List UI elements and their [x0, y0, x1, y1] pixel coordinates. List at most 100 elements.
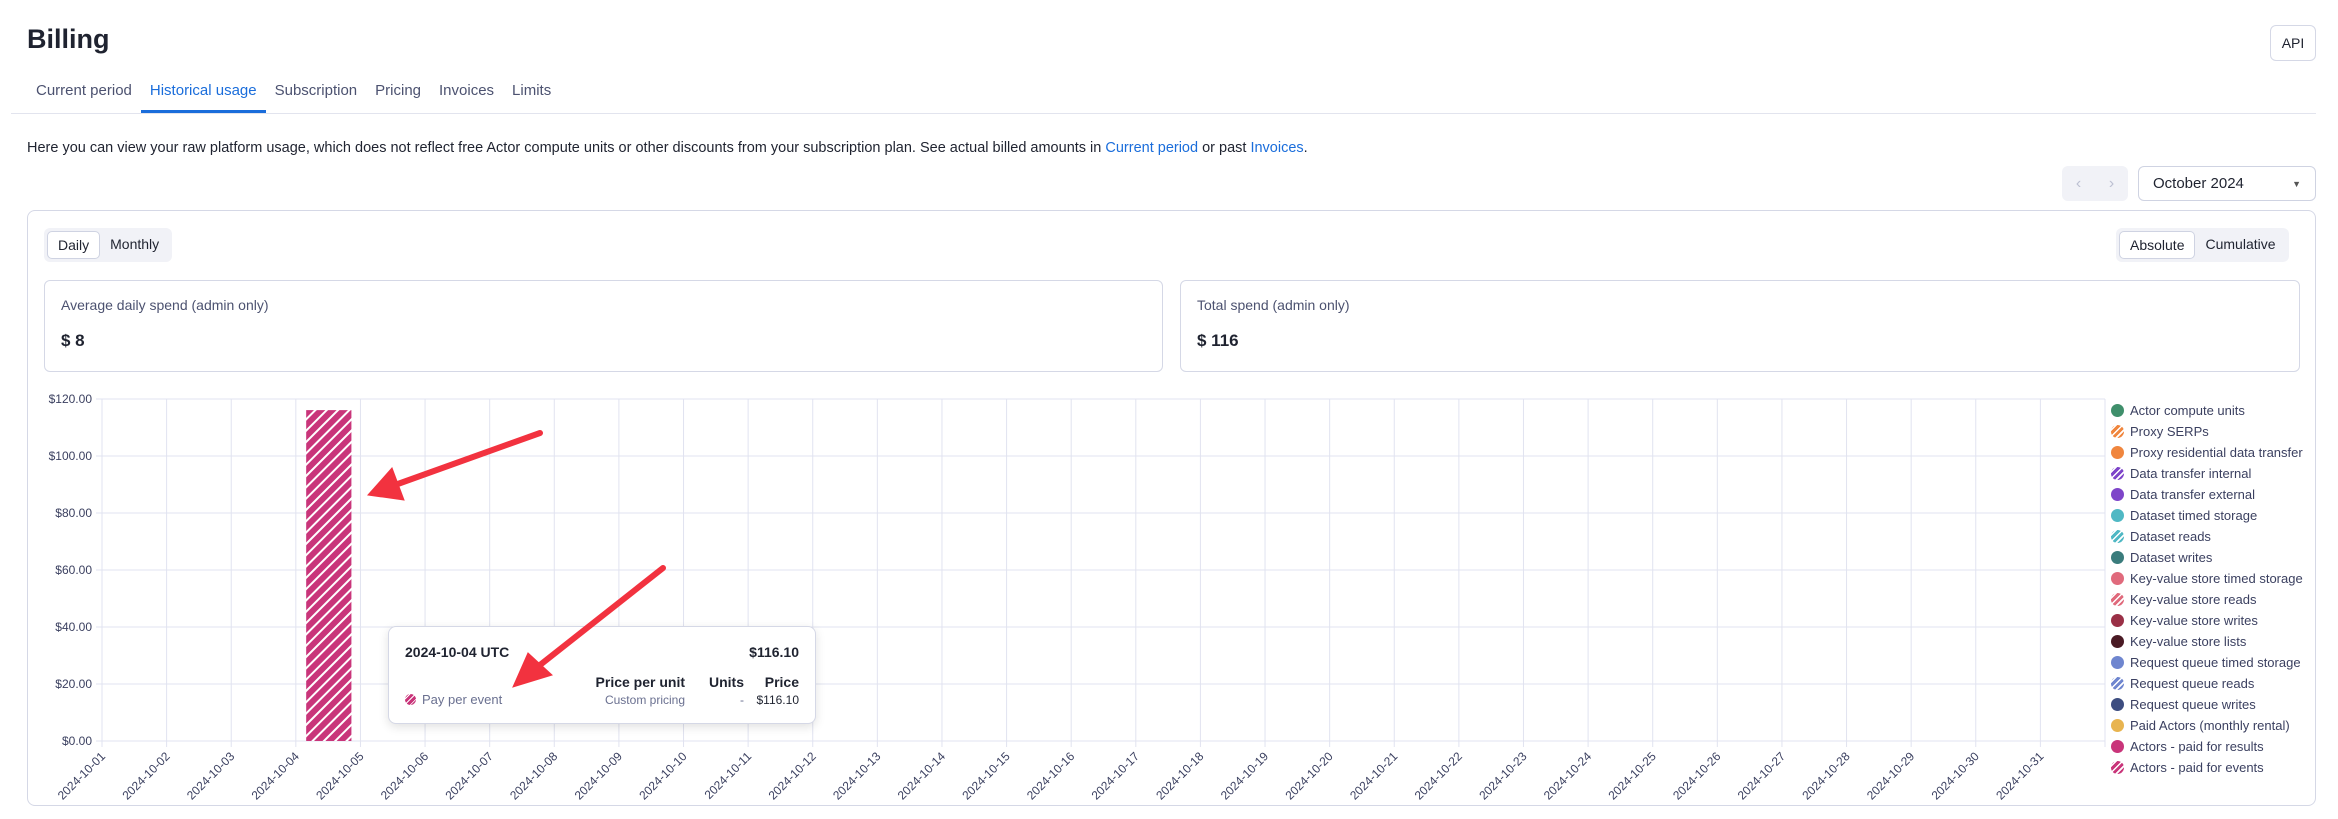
legend-label: Actors - paid for results — [2130, 739, 2264, 754]
legend-item[interactable]: Key-value store lists — [2111, 631, 2303, 652]
legend-item[interactable]: Dataset writes — [2111, 547, 2303, 568]
swatch-icon — [2111, 719, 2124, 732]
tab-pricing[interactable]: Pricing — [375, 82, 422, 99]
cumulative-button[interactable]: Cumulative — [2205, 236, 2276, 252]
description-mid: or past — [1198, 140, 1251, 156]
legend-label: Dataset reads — [2130, 529, 2211, 544]
legend-item[interactable]: Key-value store writes — [2111, 610, 2303, 631]
legend-item[interactable]: Dataset timed storage — [2111, 505, 2303, 526]
swatch-icon — [2111, 572, 2124, 585]
legend-label: Key-value store reads — [2130, 592, 2257, 607]
legend-item[interactable]: Paid Actors (monthly rental) — [2111, 715, 2303, 736]
description-end: . — [1303, 140, 1308, 156]
x-tick-label: 2024-10-09 — [572, 749, 626, 803]
legend-item[interactable]: Actors - paid for events — [2111, 757, 2303, 778]
legend-label: Key-value store lists — [2130, 634, 2247, 649]
legend-label: Key-value store writes — [2130, 613, 2258, 628]
legend-label: Data transfer internal — [2130, 466, 2252, 481]
tab-invoices[interactable]: Invoices — [439, 82, 495, 99]
current-period-link[interactable]: Current period — [1105, 140, 1199, 156]
tooltip-col-price: Price — [764, 674, 799, 690]
hatched-swatch-icon — [2111, 677, 2124, 690]
swatch-icon — [2111, 446, 2124, 459]
tab-historical-usage[interactable]: Historical usage — [140, 78, 266, 113]
x-tick-label: 2024-10-01 — [55, 749, 109, 803]
tabs: Current period Historical usage Subscrip… — [27, 78, 560, 113]
page-title: Billing — [27, 24, 110, 54]
tooltip-ppu-value: Custom pricing — [604, 693, 685, 707]
average-daily-spend-value: $ 8 — [61, 331, 85, 350]
tooltip-col-ppu: Price per unit — [595, 674, 685, 690]
legend-item[interactable]: Dataset reads — [2111, 526, 2303, 547]
x-tick-label: 2024-10-10 — [636, 749, 690, 803]
chart-legend: Actor compute units Proxy SERPs Proxy resi… — [2111, 400, 2303, 778]
tooltip-date: 2024-10-04 UTC — [405, 644, 510, 660]
legend-item[interactable]: Key-value store timed storage — [2111, 568, 2303, 589]
x-tick-label: 2024-10-08 — [507, 749, 561, 803]
x-tick-label: 2024-10-30 — [1929, 749, 1983, 803]
x-tick-label: 2024-10-27 — [1735, 749, 1789, 803]
legend-label: Request queue timed storage — [2130, 655, 2301, 670]
total-spend-value: $ 116 — [1197, 331, 1239, 350]
legend-item[interactable]: Actors - paid for results — [2111, 736, 2303, 757]
legend-item[interactable]: Request queue reads — [2111, 673, 2303, 694]
legend-label: Key-value store timed storage — [2130, 571, 2303, 586]
swatch-icon — [2111, 404, 2124, 417]
hatched-swatch-icon — [2111, 425, 2124, 438]
x-tick-label: 2024-10-18 — [1153, 749, 1207, 803]
legend-item[interactable]: Key-value store reads — [2111, 589, 2303, 610]
tooltip-total: $116.10 — [749, 644, 799, 660]
x-tick-label: 2024-10-21 — [1347, 749, 1401, 803]
tab-current-period[interactable]: Current period — [36, 82, 132, 99]
tab-limits[interactable]: Limits — [512, 82, 552, 99]
x-tick-label: 2024-10-24 — [1541, 749, 1595, 803]
legend-item[interactable]: Actor compute units — [2111, 400, 2303, 421]
chevron-right-icon[interactable]: › — [2108, 174, 2115, 192]
tooltip-col-units: Units — [709, 674, 744, 690]
api-button[interactable]: API — [2270, 25, 2316, 61]
swatch-icon — [2111, 740, 2124, 753]
x-tick-label: 2024-10-22 — [1412, 749, 1466, 803]
legend-item[interactable]: Data transfer internal — [2111, 463, 2303, 484]
legend-label: Request queue reads — [2130, 676, 2255, 691]
usage-card — [27, 210, 2316, 806]
x-tick-label: 2024-10-23 — [1476, 749, 1530, 803]
invoices-link[interactable]: Invoices — [1250, 140, 1304, 156]
legend-label: Dataset writes — [2130, 550, 2213, 565]
monthly-button[interactable]: Monthly — [110, 236, 160, 252]
legend-item[interactable]: Data transfer external — [2111, 484, 2303, 505]
hatched-swatch-icon — [2111, 761, 2124, 774]
tooltip-row-label: Pay per event — [405, 692, 502, 707]
legend-item[interactable]: Request queue timed storage — [2111, 652, 2303, 673]
description: Here you can view your raw platform usag… — [27, 140, 1308, 156]
y-tick-label: $60.00 — [55, 563, 92, 577]
legend-item[interactable]: Request queue writes — [2111, 694, 2303, 715]
y-tick-label: $0.00 — [62, 734, 92, 748]
swatch-icon — [2111, 635, 2124, 648]
x-tick-label: 2024-10-03 — [184, 749, 238, 803]
average-daily-spend-label: Average daily spend (admin only) — [61, 297, 269, 313]
legend-label: Proxy SERPs — [2130, 424, 2209, 439]
month-select[interactable]: October 2024 ▼ — [2138, 166, 2316, 201]
legend-item[interactable]: Proxy SERPs — [2111, 421, 2303, 442]
x-tick-label: 2024-10-16 — [1024, 749, 1078, 803]
swatch-icon — [2111, 509, 2124, 522]
daily-button[interactable]: Daily — [47, 231, 101, 259]
x-tick-label: 2024-10-11 — [702, 749, 755, 802]
total-spend-card: Total spend (admin only) $ 116 — [1180, 280, 2300, 372]
tab-subscription[interactable]: Subscription — [274, 82, 358, 99]
absolute-button[interactable]: Absolute — [2119, 231, 2196, 259]
hatched-swatch-icon — [2111, 593, 2124, 606]
hatched-swatch-icon — [405, 694, 416, 705]
period-nav: ‹ › — [2062, 166, 2128, 201]
total-spend-label: Total spend (admin only) — [1197, 297, 1350, 313]
bar-2024-10-04 — [306, 410, 352, 741]
tabs-divider — [11, 113, 2316, 114]
x-tick-label: 2024-10-28 — [1799, 749, 1853, 803]
caret-down-icon: ▼ — [2292, 178, 2301, 189]
legend-item[interactable]: Proxy residential data transfer — [2111, 442, 2303, 463]
y-tick-label: $20.00 — [55, 677, 92, 691]
chevron-left-icon[interactable]: ‹ — [2075, 174, 2082, 192]
y-tick-label: $80.00 — [55, 506, 92, 520]
